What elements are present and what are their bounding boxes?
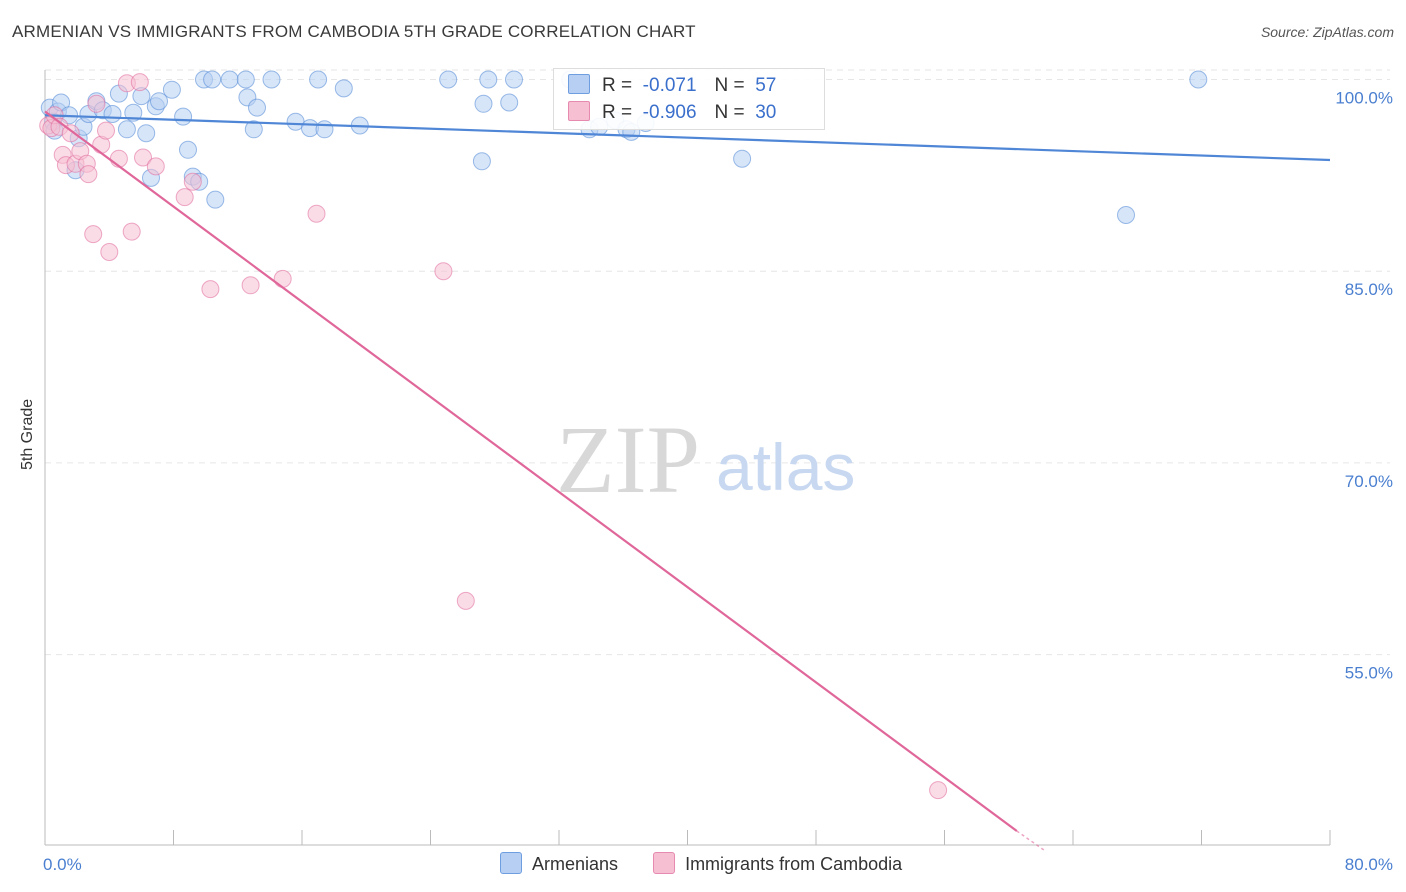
legend-r-value-cambodia: -0.906 [642, 102, 697, 123]
armenian-point-34 [262, 70, 281, 89]
armenian-point-12 [103, 105, 122, 123]
armenian-point-38 [315, 120, 334, 139]
armenian-point-21 [162, 80, 181, 99]
y-tick-label-3: 100.0% [1335, 89, 1393, 108]
y-tick-label-1: 70.0% [1345, 472, 1393, 491]
axes [44, 70, 1331, 846]
cambodia-point-26 [273, 269, 292, 288]
cambodia-point-6 [61, 124, 80, 143]
cambodia-point-22 [175, 188, 194, 207]
tick-labels: 55.0% 70.0% 85.0% 100.0% 0.0% 80.0% [43, 89, 1393, 875]
cambodia-point-30 [929, 781, 948, 800]
x-tick-label-1: 80.0% [1345, 855, 1393, 874]
armenian-point-20 [150, 92, 168, 111]
cambodia-trendline-extension [1016, 830, 1045, 851]
watermark-zip: ZIP [556, 406, 700, 513]
cambodia-point-11 [84, 225, 103, 244]
series-legend: Armenians Immigrants from Cambodia [500, 852, 932, 875]
legend-n-label: N = [714, 102, 745, 123]
pink-swatch-icon [568, 101, 590, 121]
y-tick-label-2: 85.0% [1345, 280, 1393, 299]
legend-label-armenians: Armenians [532, 854, 619, 874]
blue-swatch-icon [500, 852, 522, 874]
watermark-atlas: atlas [716, 430, 855, 504]
pink-swatch-icon [653, 852, 676, 874]
cambodia-point-15 [100, 243, 119, 261]
source-credit: Source: ZipAtlas.com [1260, 24, 1394, 40]
armenian-point-54 [733, 149, 752, 168]
cambodia-point-20 [134, 148, 152, 167]
legend-r-value-armenians: -0.071 [642, 75, 697, 96]
armenian-point-37 [309, 70, 328, 89]
legend-item-cambodia[interactable]: Immigrants from Cambodia [653, 852, 902, 875]
armenian-point-30 [236, 70, 255, 89]
legend-r-label: R = [602, 102, 633, 123]
cambodia-point-24 [201, 280, 220, 299]
armenian-point-29 [220, 70, 239, 89]
data-points [39, 70, 1208, 800]
armenian-trendline [44, 114, 1331, 162]
armenian-point-45 [500, 93, 519, 112]
armenian-point-22 [174, 107, 193, 126]
armenian-point-27 [203, 70, 222, 89]
cambodia-point-18 [122, 222, 141, 241]
armenian-point-41 [439, 70, 458, 89]
legend-row-armenians: R = -0.071 N = 57 [568, 74, 776, 100]
cambodia-point-14 [97, 121, 115, 140]
armenian-point-33 [248, 98, 266, 117]
cambodia-point-16 [109, 149, 128, 168]
cambodia-point-12 [87, 94, 106, 113]
armenian-point-23 [179, 140, 197, 159]
armenian-point-43 [474, 94, 493, 113]
legend-row-cambodia: R = -0.906 N = 30 [568, 101, 776, 127]
armenian-point-39 [334, 79, 353, 98]
armenian-point-44 [479, 70, 498, 89]
cambodia-point-19 [130, 73, 149, 92]
trendlines [44, 110, 1331, 851]
cambodia-point-29 [456, 591, 475, 610]
armenian-point-15 [124, 103, 143, 122]
cambodia-point-23 [183, 172, 202, 191]
armenian-point-46 [505, 70, 523, 89]
gridlines [45, 69, 1390, 656]
legend-item-armenians[interactable]: Armenians [500, 852, 618, 875]
cambodia-trendline [44, 110, 1018, 832]
legend-label-cambodia: Immigrants from Cambodia [685, 854, 903, 874]
armenian-point-32 [244, 120, 263, 139]
cambodia-point-28 [434, 262, 453, 281]
legend-n-value-cambodia: 30 [755, 102, 777, 123]
x-tick-label-0: 0.0% [43, 855, 82, 874]
armenian-point-55 [1117, 206, 1135, 224]
cambodia-point-25 [241, 276, 260, 295]
cambodia-point-21 [146, 157, 165, 176]
armenian-point-17 [137, 124, 156, 143]
legend-n-value-armenians: 57 [755, 75, 777, 96]
stats-legend: R = -0.071 N = 57 R = -0.906 N = 30 [553, 68, 825, 130]
armenian-point-42 [472, 152, 491, 171]
cambodia-point-10 [79, 165, 98, 184]
armenian-point-14 [117, 120, 136, 139]
armenian-point-56 [1189, 70, 1208, 89]
legend-n-label: N = [714, 75, 745, 96]
y-tick-label-0: 55.0% [1345, 664, 1393, 683]
armenian-point-28 [206, 190, 225, 209]
legend-r-label: R = [602, 75, 633, 96]
watermark: ZIP atlas [556, 406, 855, 513]
chart-title: ARMENIAN VS IMMIGRANTS FROM CAMBODIA 5TH… [12, 22, 696, 41]
blue-swatch-icon [568, 74, 590, 94]
cambodia-point-27 [307, 204, 326, 223]
